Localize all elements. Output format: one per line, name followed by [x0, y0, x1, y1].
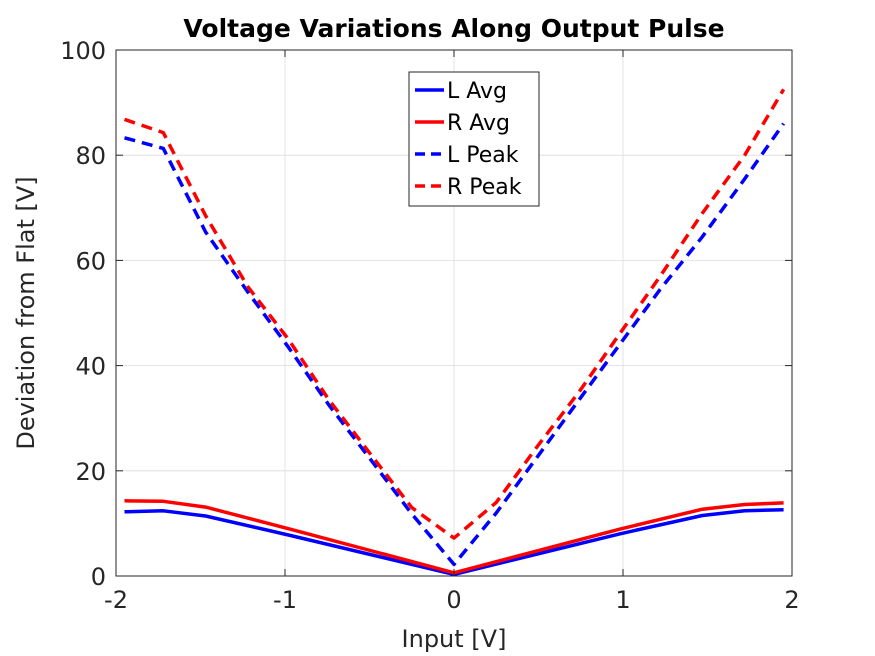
- y-tick-label: 60: [75, 247, 106, 275]
- x-tick-label: -2: [104, 586, 128, 614]
- y-tick-label: 80: [75, 142, 106, 170]
- legend-label: R Avg: [447, 111, 510, 136]
- y-tick-label: 100: [60, 37, 106, 65]
- legend-box: [408, 71, 540, 207]
- series-line-r-peak: [123, 88, 786, 540]
- legend-label: L Avg: [447, 79, 507, 104]
- y-axis-label: Deviation from Flat [V]: [12, 176, 40, 449]
- x-tick-label: -1: [273, 586, 297, 614]
- x-tick-label: 1: [615, 586, 630, 614]
- legend-label: L Peak: [447, 143, 519, 168]
- y-tick-label: 0: [91, 563, 106, 591]
- legend-label: R Peak: [447, 175, 522, 200]
- x-axis-label: Input [V]: [402, 625, 507, 653]
- series-line-l-peak: [124, 122, 786, 567]
- x-tick-label: 0: [446, 586, 461, 614]
- y-tick-label: 20: [75, 458, 106, 486]
- y-tick-label: 40: [75, 353, 106, 381]
- legend: L Avg R Avg L Peak R Peak: [408, 71, 540, 207]
- chart-title: Voltage Variations Along Output Pulse: [183, 14, 724, 43]
- x-tick-label: 2: [784, 586, 799, 614]
